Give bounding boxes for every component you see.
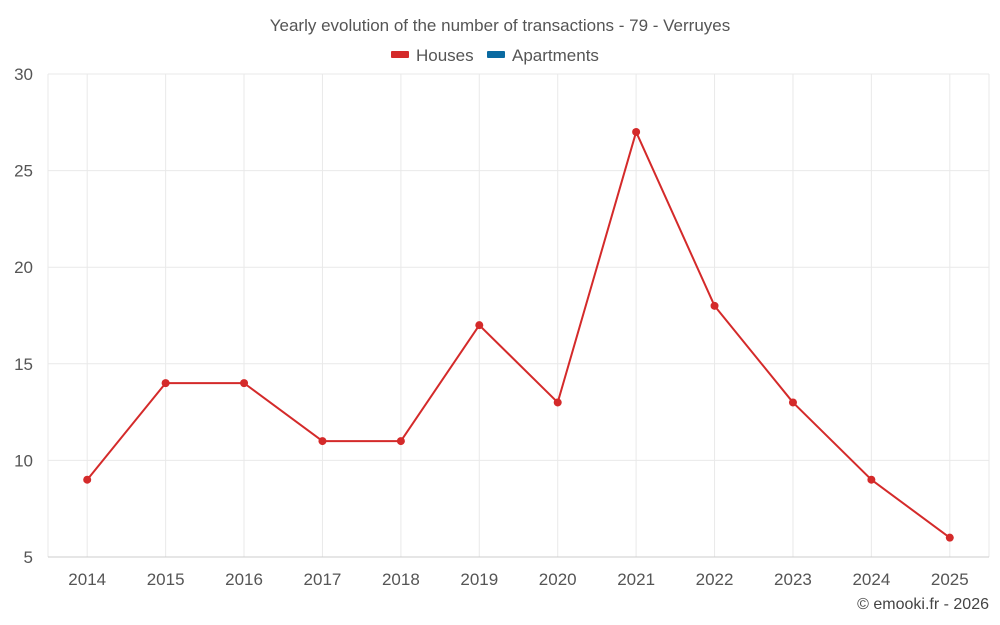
data-point-2022[interactable] — [710, 301, 719, 310]
y-tick-label: 10 — [14, 451, 33, 470]
data-point-2016[interactable] — [240, 379, 249, 388]
legend-item-apartments[interactable]: Apartments — [487, 46, 599, 65]
y-tick-label: 15 — [14, 355, 33, 374]
x-tick-label: 2018 — [382, 570, 420, 589]
x-tick-label: 2015 — [147, 570, 185, 589]
x-axis-ticks: 2014 2015 2016 2017 2018 2019 2020 2021 2022 2023… — [68, 570, 968, 589]
y-tick-label: 30 — [14, 65, 33, 84]
y-tick-label: 20 — [14, 258, 33, 277]
grid — [47, 73, 990, 558]
data-point-2014[interactable] — [83, 475, 92, 484]
chart-title: Yearly evolution of the number of transa… — [270, 16, 731, 35]
y-tick-label: 25 — [14, 162, 33, 181]
legend-label-apartments: Apartments — [512, 46, 599, 65]
x-tick-label: 2019 — [460, 570, 498, 589]
data-point-2019[interactable] — [475, 321, 484, 330]
data-point-2018[interactable] — [396, 437, 405, 446]
legend: Houses Apartments — [391, 46, 599, 65]
x-tick-label: 2021 — [617, 570, 655, 589]
x-tick-label: 2022 — [696, 570, 734, 589]
x-tick-label: 2020 — [539, 570, 577, 589]
data-point-2024[interactable] — [867, 475, 876, 484]
x-tick-label: 2016 — [225, 570, 263, 589]
series-line-houses — [86, 130, 951, 539]
x-tick-label: 2025 — [931, 570, 969, 589]
y-axis-ticks: 5 10 15 20 25 30 — [14, 65, 33, 567]
data-point-2015[interactable] — [161, 379, 170, 388]
data-point-2020[interactable] — [553, 398, 562, 407]
legend-swatch-houses — [391, 51, 409, 58]
data-point-2017[interactable] — [318, 437, 327, 446]
x-tick-label: 2014 — [68, 570, 106, 589]
data-point-2025[interactable] — [945, 533, 954, 542]
legend-label-houses: Houses — [416, 46, 474, 65]
legend-item-houses[interactable]: Houses — [391, 46, 474, 65]
x-tick-label: 2023 — [774, 570, 812, 589]
data-point-2021[interactable] — [632, 127, 641, 136]
series-houses — [83, 127, 954, 542]
x-tick-label: 2017 — [304, 570, 342, 589]
credit-text: © emooki.fr - 2026 — [857, 596, 989, 613]
data-point-2023[interactable] — [788, 398, 797, 407]
y-tick-label: 5 — [24, 548, 33, 567]
legend-swatch-apartments — [487, 51, 505, 58]
x-tick-label: 2024 — [852, 570, 890, 589]
